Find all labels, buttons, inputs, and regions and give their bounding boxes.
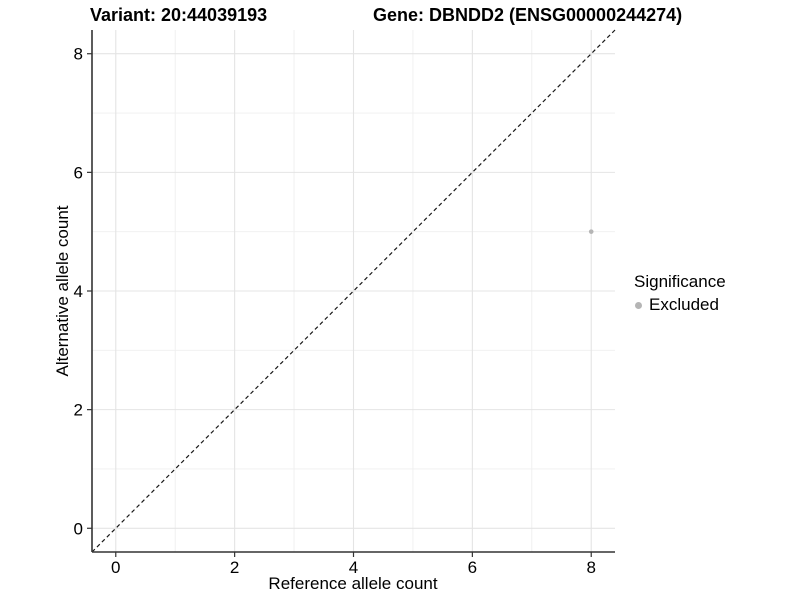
y-tick-label: 4 (74, 282, 83, 301)
y-tick-label: 8 (74, 45, 83, 64)
data-point (588, 229, 594, 234)
variant-title: Variant: 20:44039193 (90, 5, 268, 25)
x-tick-label: 8 (586, 558, 595, 577)
y-axis-title: Alternative allele count (53, 205, 72, 377)
x-tick-label: 2 (230, 558, 239, 577)
y-tick-label: 6 (74, 163, 83, 182)
legend-item: Excluded (632, 295, 726, 315)
y-tick-label: 2 (74, 401, 83, 420)
y-tick-label: 0 (74, 519, 83, 538)
x-tick-label: 6 (468, 558, 477, 577)
legend-item-label: Excluded (649, 295, 719, 314)
legend: Significance Excluded (632, 272, 726, 315)
x-tick-label: 4 (349, 558, 358, 577)
title-row: Variant: 20:44039193 Gene: DBNDD2 (ENSG0… (0, 5, 800, 27)
legend-title: Significance (634, 272, 726, 291)
x-tick-label: 0 (111, 558, 120, 577)
x-axis-title: Reference allele count (268, 574, 438, 593)
legend-point-icon (635, 301, 642, 309)
gene-title: Gene: DBNDD2 (ENSG00000244274) (373, 5, 683, 25)
